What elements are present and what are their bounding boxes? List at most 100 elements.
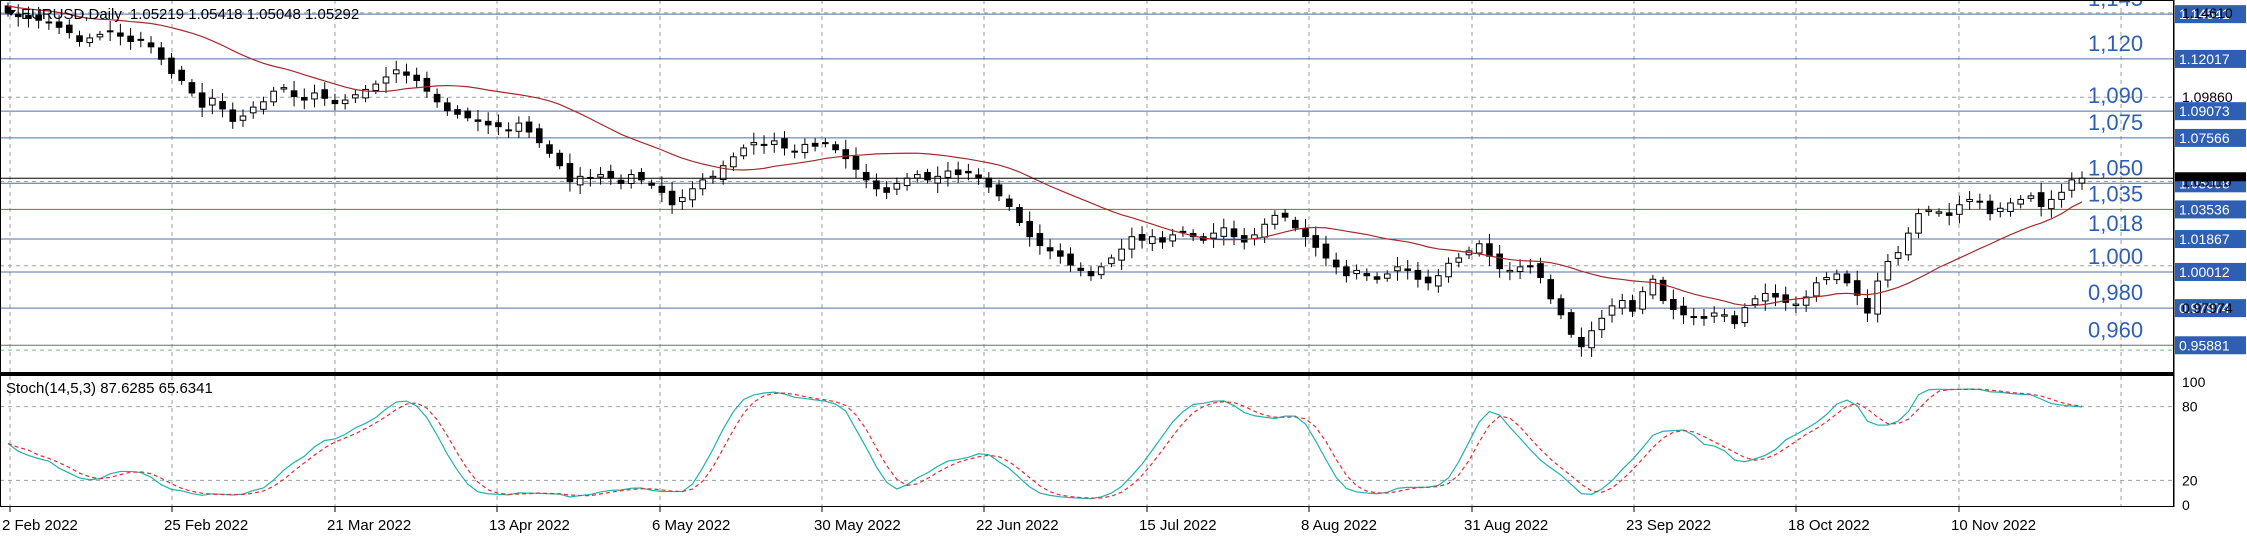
- candle-body[interactable]: [76, 35, 83, 42]
- candle-body[interactable]: [2048, 198, 2055, 210]
- candle-body[interactable]: [1373, 276, 1381, 280]
- candle-body[interactable]: [576, 175, 584, 186]
- candle-body[interactable]: [1618, 300, 1626, 309]
- candle-body[interactable]: [995, 184, 1003, 197]
- candle-body[interactable]: [106, 30, 114, 33]
- candle-body[interactable]: [65, 24, 73, 34]
- candle-body[interactable]: [55, 21, 63, 28]
- candle-body[interactable]: [1414, 269, 1422, 280]
- candle-body[interactable]: [25, 15, 32, 19]
- symbol-dropdown-icon[interactable]: [6, 10, 16, 16]
- candle-body[interactable]: [1751, 298, 1759, 305]
- candle-body[interactable]: [719, 165, 727, 181]
- candle-body[interactable]: [1332, 259, 1340, 268]
- candle-body[interactable]: [842, 149, 850, 160]
- candle-body[interactable]: [1261, 223, 1268, 238]
- candle-body[interactable]: [699, 179, 707, 190]
- candle-body[interactable]: [1383, 273, 1391, 279]
- candle-body[interactable]: [1700, 316, 1708, 319]
- candle-body[interactable]: [822, 142, 829, 145]
- candle-body[interactable]: [260, 101, 267, 110]
- candle-body[interactable]: [627, 174, 635, 184]
- candle-body[interactable]: [403, 71, 410, 76]
- candle-body[interactable]: [1036, 232, 1044, 247]
- candle-body[interactable]: [1578, 336, 1585, 348]
- candle-body[interactable]: [280, 87, 288, 90]
- candle-body[interactable]: [178, 69, 185, 82]
- candle-body[interactable]: [1118, 248, 1125, 261]
- candle-body[interactable]: [1843, 273, 1851, 284]
- candle-body[interactable]: [740, 147, 747, 157]
- candle-body[interactable]: [290, 90, 298, 98]
- candle-body[interactable]: [1874, 280, 1881, 315]
- candle-body[interactable]: [1005, 198, 1013, 208]
- candle-body[interactable]: [1956, 204, 1963, 215]
- candle-body[interactable]: [1526, 265, 1534, 268]
- candle-body[interactable]: [1506, 269, 1514, 273]
- candle-body[interactable]: [1016, 207, 1023, 223]
- candle-body[interactable]: [1148, 236, 1156, 244]
- candle-body[interactable]: [556, 152, 564, 167]
- candle-body[interactable]: [689, 188, 696, 201]
- candle-body[interactable]: [2007, 202, 2014, 212]
- candle-body[interactable]: [1077, 267, 1085, 271]
- candle-body[interactable]: [168, 57, 175, 74]
- candle-body[interactable]: [1057, 250, 1064, 257]
- candle-body[interactable]: [944, 170, 952, 178]
- candle-body[interactable]: [1455, 257, 1463, 263]
- candle-body[interactable]: [198, 92, 206, 108]
- candle-body[interactable]: [638, 171, 645, 181]
- candle-body[interactable]: [1128, 236, 1136, 250]
- candle-body[interactable]: [1097, 266, 1105, 276]
- candle-body[interactable]: [239, 115, 247, 121]
- candle-body[interactable]: [934, 175, 942, 184]
- candle-body[interactable]: [975, 174, 982, 179]
- candle-body[interactable]: [311, 92, 318, 100]
- candle-body[interactable]: [1312, 235, 1320, 248]
- candle-body[interactable]: [1986, 200, 1994, 215]
- candle-body[interactable]: [1659, 279, 1667, 302]
- candle-body[interactable]: [1802, 296, 1810, 306]
- candle-body[interactable]: [535, 128, 543, 144]
- candle-body[interactable]: [607, 170, 615, 179]
- candle-body[interactable]: [597, 174, 604, 178]
- candle-body[interactable]: [86, 37, 94, 44]
- candle-body[interactable]: [1363, 273, 1371, 277]
- candle-body[interactable]: [1925, 209, 1933, 212]
- candle-body[interactable]: [1138, 234, 1146, 241]
- candle-body[interactable]: [1823, 277, 1830, 281]
- candle-body[interactable]: [1281, 212, 1289, 218]
- candle-body[interactable]: [1905, 232, 1912, 256]
- candle-body[interactable]: [883, 187, 890, 193]
- candle-body[interactable]: [862, 171, 870, 181]
- candle-body[interactable]: [96, 33, 104, 38]
- candle-body[interactable]: [709, 175, 717, 179]
- candle-body[interactable]: [14, 13, 22, 18]
- candle-body[interactable]: [147, 42, 155, 48]
- candle-body[interactable]: [1394, 266, 1401, 272]
- candle-body[interactable]: [1976, 200, 1984, 203]
- candle-body[interactable]: [893, 182, 901, 190]
- candle-body[interactable]: [2078, 177, 2086, 184]
- candle-body[interactable]: [515, 122, 523, 132]
- candle-body[interactable]: [648, 182, 655, 186]
- candle-body[interactable]: [1424, 276, 1432, 284]
- candle-body[interactable]: [750, 142, 758, 146]
- candle-body[interactable]: [1404, 268, 1412, 271]
- candle-body[interactable]: [811, 142, 819, 147]
- candle-body[interactable]: [1629, 300, 1636, 312]
- candle-body[interactable]: [362, 88, 369, 99]
- candle-body[interactable]: [566, 163, 574, 183]
- candle-body[interactable]: [433, 93, 441, 103]
- candle-body[interactable]: [495, 122, 502, 128]
- candle-body[interactable]: [1639, 291, 1646, 310]
- candle-body[interactable]: [45, 21, 53, 24]
- candle-body[interactable]: [1884, 261, 1892, 281]
- candle-body[interactable]: [1343, 266, 1350, 277]
- candle-body[interactable]: [525, 121, 533, 133]
- candle-body[interactable]: [372, 83, 380, 91]
- candle-body[interactable]: [392, 69, 400, 75]
- candle-body[interactable]: [270, 90, 277, 103]
- candle-body[interactable]: [505, 129, 512, 132]
- candle-body[interactable]: [913, 174, 921, 179]
